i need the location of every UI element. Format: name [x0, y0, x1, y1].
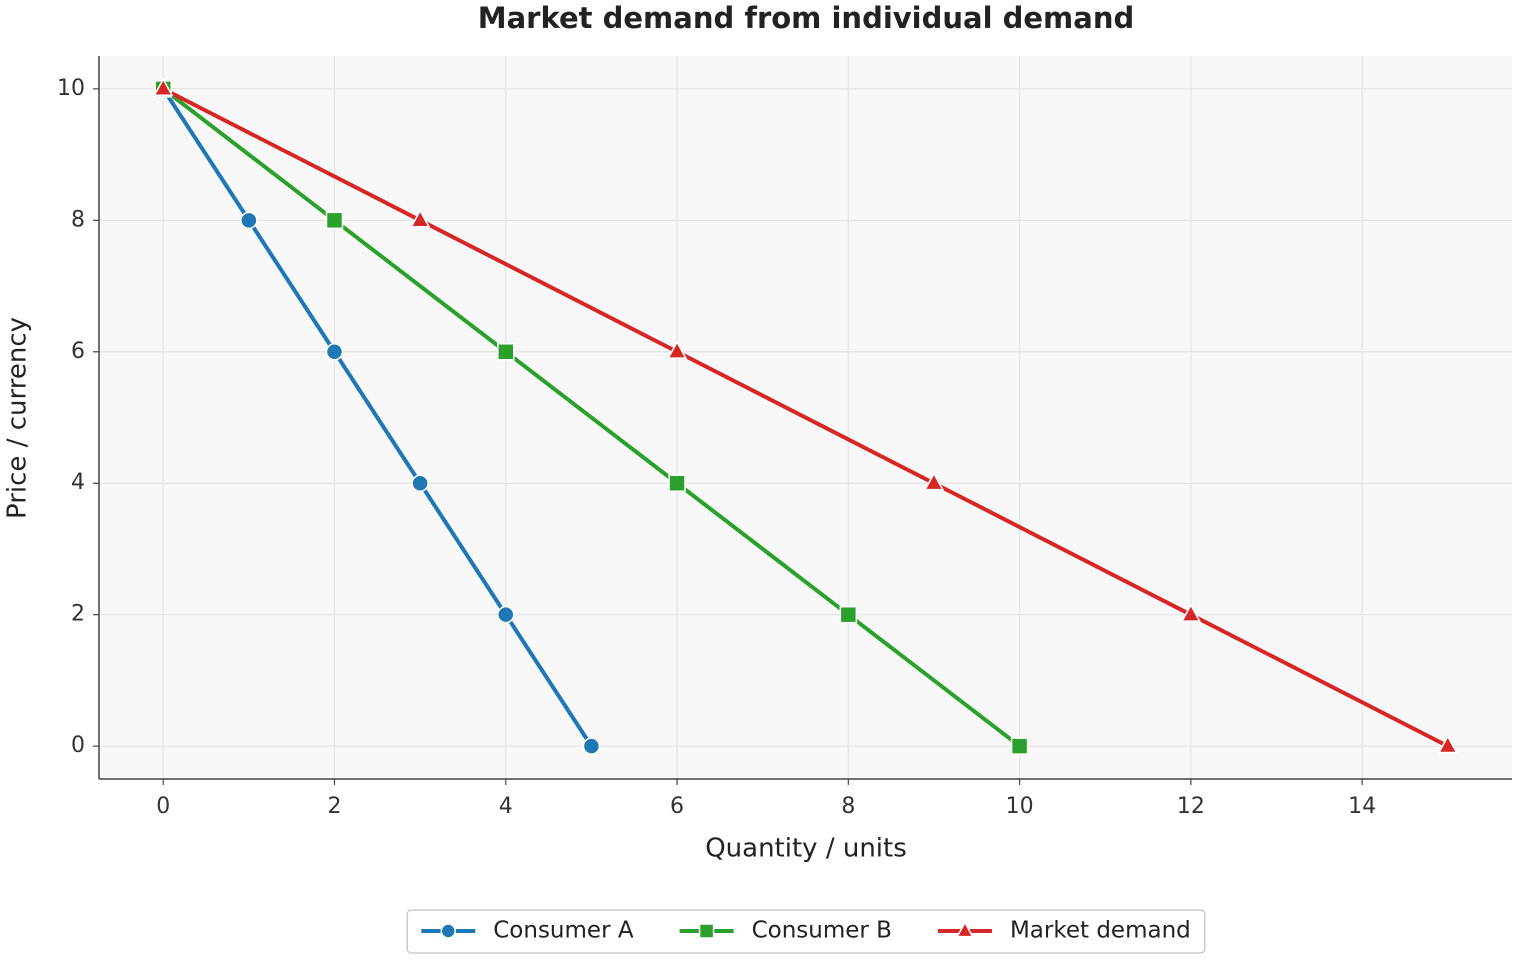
x-tick-label: 2: [328, 794, 342, 819]
x-tick-label: 0: [156, 794, 170, 819]
legend-item: Consumer A: [421, 918, 634, 944]
y-tick-label: 2: [71, 602, 85, 627]
x-tick-label: 14: [1348, 794, 1376, 819]
x-tick-label: 10: [1006, 794, 1034, 819]
plot: [153, 77, 1458, 755]
marker: [440, 923, 456, 939]
series-line: [162, 87, 1449, 748]
marker: [325, 343, 344, 361]
x-axis-label: Quantity / units: [705, 834, 907, 864]
marker: [698, 923, 715, 939]
y-axis-label: Price / currency: [3, 317, 33, 519]
marker: [153, 77, 174, 97]
series-line: [162, 87, 1021, 748]
marker: [325, 211, 344, 230]
legend: Consumer A Consumer B Market demand: [406, 909, 1206, 954]
x-tick-label: 4: [499, 794, 513, 819]
legend-label: Consumer B: [752, 918, 892, 944]
marker: [666, 340, 688, 359]
legend-box: [406, 909, 1206, 954]
x-tick-label: 6: [670, 794, 684, 819]
y-tick-label: 0: [71, 733, 85, 758]
legend-item: Consumer B: [679, 918, 892, 944]
marker: [582, 737, 601, 755]
y-tick-label: 8: [71, 207, 85, 232]
y-tick-label: 6: [71, 339, 85, 364]
y-tick-label: 4: [71, 470, 85, 495]
y-tick-label: 10: [57, 76, 85, 101]
marker: [497, 605, 515, 624]
marker: [668, 474, 686, 492]
x-tick-label: 8: [841, 794, 855, 819]
marker: [839, 605, 858, 624]
marker: [1010, 737, 1029, 755]
grid: [99, 56, 1512, 779]
legend-label: Market demand: [1010, 918, 1191, 944]
marker: [1180, 603, 1201, 622]
marker: [240, 211, 258, 230]
legend-label: Consumer A: [493, 918, 634, 944]
x-tick-label: 12: [1177, 794, 1205, 819]
chart-title: Market demand from individual demand: [478, 1, 1135, 35]
marker: [923, 472, 945, 491]
series-line: [161, 87, 594, 748]
marker: [955, 921, 974, 938]
marker: [410, 209, 431, 228]
marker: [1437, 734, 1458, 754]
legend-item: Market demand: [937, 918, 1191, 944]
marker: [497, 343, 515, 361]
marker: [411, 474, 429, 492]
